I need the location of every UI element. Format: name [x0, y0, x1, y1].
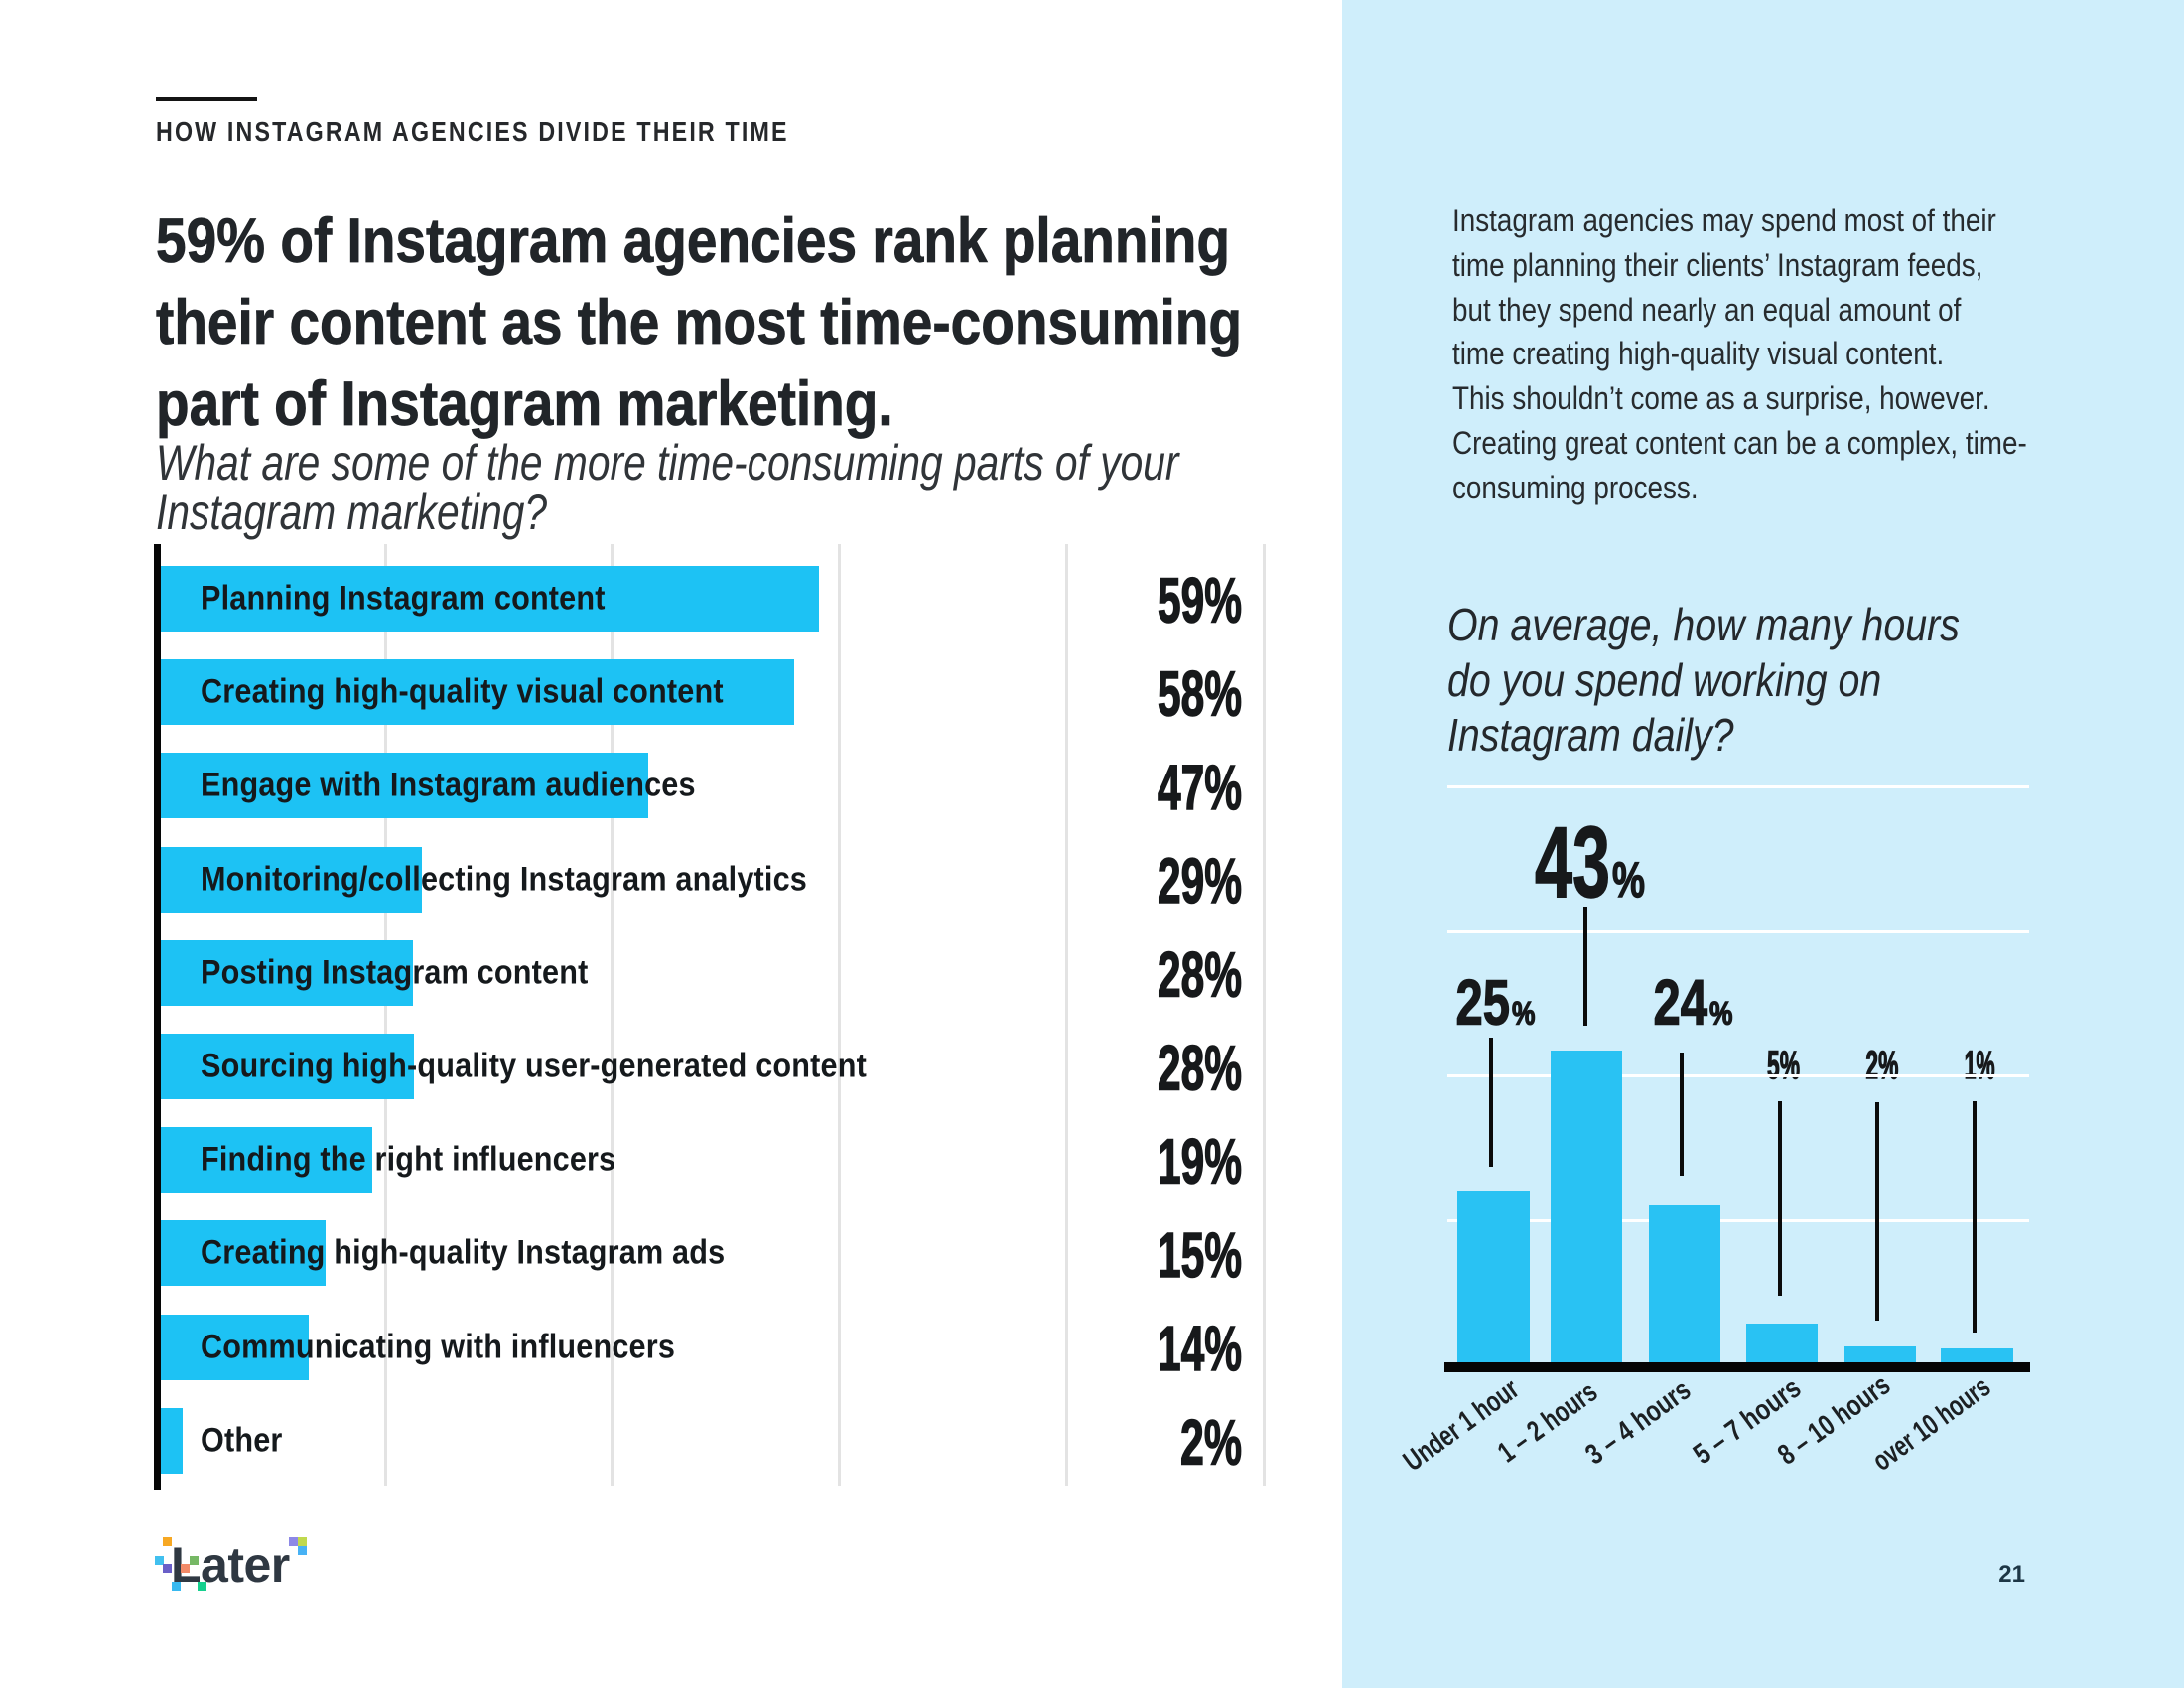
svg-text:59%: 59% — [1158, 565, 1242, 636]
svg-text:2%: 2% — [1865, 1044, 1898, 1087]
svg-text:28%: 28% — [1158, 1033, 1242, 1104]
svg-text:2%: 2% — [1180, 1406, 1242, 1477]
svg-text:29%: 29% — [1158, 845, 1242, 916]
svg-text:19%: 19% — [1158, 1126, 1242, 1197]
svg-text:%: % — [1512, 996, 1535, 1032]
svg-text:1%: 1% — [1965, 1044, 1995, 1087]
svg-text:%: % — [1709, 996, 1732, 1032]
svg-text:28%: 28% — [1158, 938, 1242, 1010]
svg-text:3 – 4 hours: 3 – 4 hours — [1580, 1374, 1698, 1472]
svg-text:%: % — [1612, 852, 1645, 908]
svg-text:24: 24 — [1654, 967, 1708, 1039]
svg-text:58%: 58% — [1158, 658, 1242, 730]
svg-text:15%: 15% — [1158, 1219, 1242, 1291]
svg-text:14%: 14% — [1158, 1313, 1242, 1384]
svg-text:47%: 47% — [1158, 752, 1242, 823]
svg-text:43: 43 — [1535, 805, 1610, 918]
svg-text:25: 25 — [1456, 967, 1511, 1039]
svg-text:5%: 5% — [1767, 1044, 1800, 1087]
